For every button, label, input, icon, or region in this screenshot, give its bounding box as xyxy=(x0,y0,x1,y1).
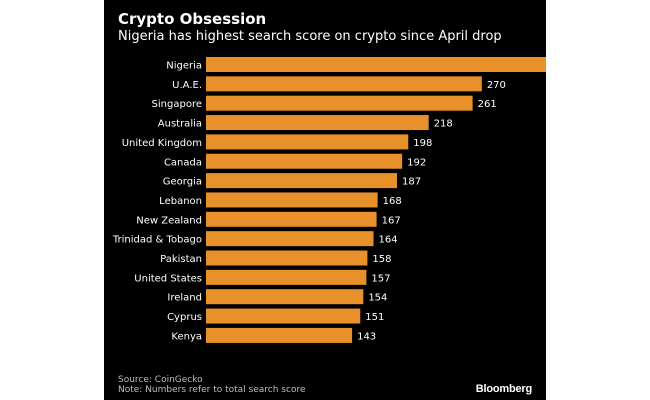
bar-u-a-e xyxy=(206,76,482,92)
category-label-new-zealand: New Zealand xyxy=(136,215,202,226)
category-label-georgia: Georgia xyxy=(163,177,202,188)
value-label-australia: 218 xyxy=(434,119,453,130)
category-label-lebanon: Lebanon xyxy=(159,196,202,207)
category-label-nigeria: Nigeria xyxy=(166,61,202,72)
bar-united-states xyxy=(206,269,367,285)
value-label-united-states: 157 xyxy=(371,273,390,284)
value-label-cyprus: 151 xyxy=(365,312,384,323)
bar-pakistan xyxy=(206,250,368,266)
category-label-u-a-e: U.A.E. xyxy=(172,80,202,91)
bar-nigeria xyxy=(206,57,546,72)
chart-title: Crypto Obsession xyxy=(118,10,267,28)
bloomberg-logo: Bloomberg xyxy=(475,383,532,395)
bar-georgia xyxy=(206,173,398,189)
chart-subtitle: Nigeria has highest search score on cryp… xyxy=(118,29,502,44)
value-label-lebanon: 168 xyxy=(383,196,402,207)
bar-australia xyxy=(206,115,429,131)
category-label-australia: Australia xyxy=(158,119,202,130)
bar-trinidad-tobago xyxy=(206,231,374,247)
bar-canada xyxy=(206,153,403,169)
category-label-ireland: Ireland xyxy=(167,293,202,304)
value-label-pakistan: 158 xyxy=(372,254,391,265)
bar-cyprus xyxy=(206,308,361,324)
chart-panel: Crypto Obsession Nigeria has highest sea… xyxy=(104,0,546,400)
value-label-new-zealand: 167 xyxy=(382,215,401,226)
category-label-trinidad-tobago: Trinidad & Tobago xyxy=(112,235,202,246)
value-label-ireland: 154 xyxy=(368,293,387,304)
category-label-canada: Canada xyxy=(164,157,202,168)
value-label-singapore: 261 xyxy=(478,99,497,110)
category-label-united-kingdom: United Kingdom xyxy=(122,138,202,149)
bar-kenya xyxy=(206,327,353,343)
value-label-u-a-e: 270 xyxy=(487,80,506,91)
bar-chart: Nigeria371U.A.E.270Singapore261Australia… xyxy=(112,57,546,343)
category-label-singapore: Singapore xyxy=(152,99,202,110)
bar-singapore xyxy=(206,95,473,111)
bar-lebanon xyxy=(206,192,378,208)
bar-ireland xyxy=(206,289,364,305)
bar-new-zealand xyxy=(206,211,377,227)
category-label-united-states: United States xyxy=(134,273,202,284)
footnote: Note: Numbers refer to total search scor… xyxy=(118,385,306,395)
source-note: Source: CoinGecko xyxy=(118,375,203,385)
bar-united-kingdom xyxy=(206,134,409,150)
category-label-cyprus: Cyprus xyxy=(167,312,202,323)
value-label-canada: 192 xyxy=(407,157,426,168)
category-label-kenya: Kenya xyxy=(171,331,202,342)
value-label-georgia: 187 xyxy=(402,177,421,188)
value-label-trinidad-tobago: 164 xyxy=(379,235,398,246)
category-label-pakistan: Pakistan xyxy=(160,254,202,265)
value-label-kenya: 143 xyxy=(357,331,376,342)
value-label-united-kingdom: 198 xyxy=(413,138,432,149)
